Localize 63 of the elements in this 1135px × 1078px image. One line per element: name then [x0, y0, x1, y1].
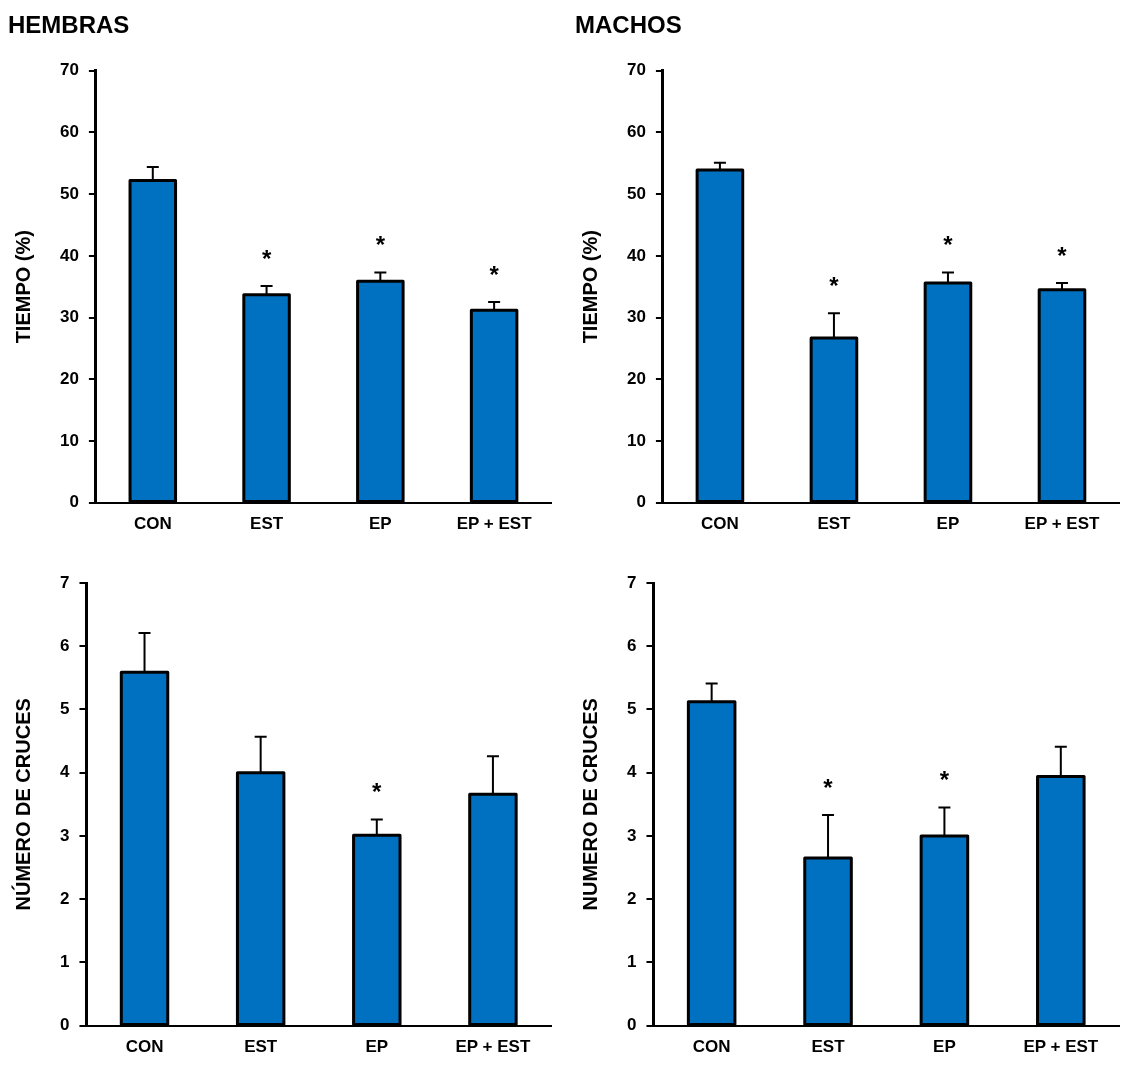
y-tick-label: 10	[626, 430, 646, 450]
data-label: *	[372, 778, 383, 806]
y-tick-label: 20	[626, 368, 646, 388]
y-axis-title: NUMERO DE CRUCES	[578, 698, 601, 911]
x-tick-label: CON	[125, 1037, 164, 1057]
x-tick-label: CON	[692, 1037, 731, 1057]
y-tick-label: 40	[59, 245, 79, 265]
y-axis-title: TIEMPO (%)	[11, 230, 34, 344]
y-tick-label: 1	[59, 952, 70, 972]
data-label: *	[939, 766, 950, 794]
y-axis-title: TIEMPO (%)	[578, 230, 601, 344]
y-tick-label: 20	[59, 368, 79, 388]
x-tick-label: CON	[701, 514, 739, 534]
x-tick-label: EP + EST	[456, 514, 533, 534]
data-label: *	[1057, 241, 1068, 269]
y-tick-label: 2	[59, 888, 70, 908]
y-tick-label: 7	[59, 572, 70, 592]
y-tick-label: 0	[626, 1015, 637, 1035]
y-tick-label: 70	[59, 60, 79, 80]
y-tick-label: 5	[59, 699, 70, 719]
x-tick-label: EST	[817, 514, 852, 534]
y-tick-label: 5	[626, 699, 637, 719]
x-tick-label: EST	[244, 1037, 278, 1057]
y-tick-label: 0	[69, 492, 79, 512]
x-tick-label: EP + EST	[1023, 1037, 1099, 1057]
y-tick-label: 1	[626, 952, 637, 972]
y-tick-label: 4	[626, 762, 637, 782]
x-tick-label: EP	[369, 514, 392, 534]
y-tick-label: 7	[626, 572, 637, 592]
y-tick-label: 3	[626, 825, 637, 845]
y-tick-label: 4	[59, 762, 70, 782]
y-tick-label: 0	[636, 492, 646, 512]
y-tick-label: 2	[626, 888, 637, 908]
y-axis-title: NÚMERO DE CRUCES	[10, 698, 34, 911]
y-tick-label: 50	[626, 183, 646, 203]
data-label: *	[375, 231, 386, 259]
y-tick-label: 3	[59, 825, 70, 845]
y-tick-label: 10	[59, 430, 79, 450]
y-tick-label: 60	[59, 122, 79, 142]
data-label: *	[829, 271, 840, 299]
x-tick-label: EST	[811, 1037, 846, 1057]
y-tick-label: 30	[626, 307, 646, 327]
y-tick-label: 60	[626, 122, 646, 142]
x-tick-label: CON	[133, 514, 172, 534]
x-tick-label: EP	[936, 514, 960, 534]
data-label: *	[261, 244, 272, 272]
x-tick-label: EP	[365, 1037, 389, 1057]
y-tick-label: 6	[626, 635, 637, 655]
chart-title: HEMBRAS	[8, 11, 130, 39]
y-tick-label: 70	[626, 60, 646, 80]
data-label: *	[489, 260, 500, 288]
y-tick-label: 50	[59, 183, 79, 203]
x-tick-label: EP	[933, 1037, 956, 1057]
y-tick-label: 6	[59, 635, 70, 655]
y-tick-label: 30	[59, 307, 79, 327]
chart-title: MACHOS	[575, 11, 682, 39]
x-tick-label: EP + EST	[1024, 514, 1100, 534]
y-tick-label: 0	[59, 1015, 70, 1035]
x-tick-label: EST	[250, 514, 284, 534]
y-tick-label: 40	[626, 245, 646, 265]
x-tick-label: EP + EST	[455, 1037, 531, 1057]
data-label: *	[823, 773, 834, 801]
data-label: *	[943, 231, 954, 259]
